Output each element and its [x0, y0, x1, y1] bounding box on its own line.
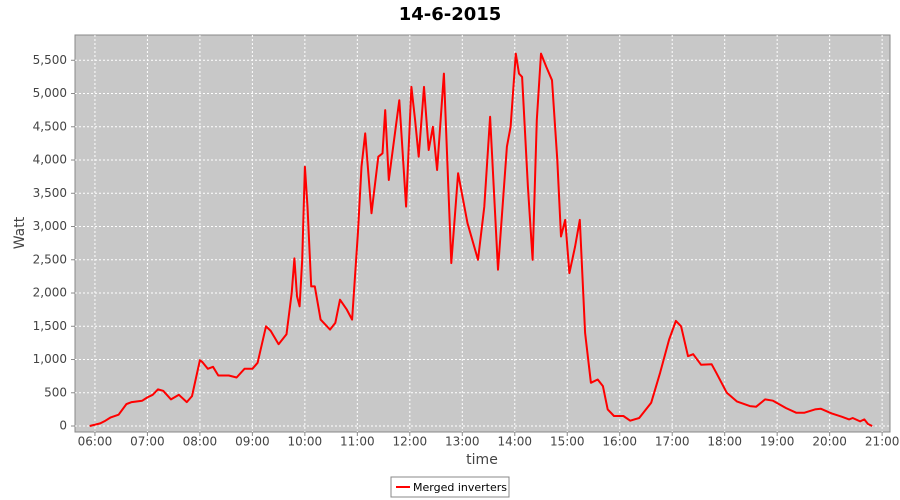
x-tick-label: 06:00 — [78, 435, 113, 449]
y-tick-label: 4,000 — [33, 153, 67, 167]
x-tick-label: 11:00 — [340, 435, 375, 449]
x-tick-label: 10:00 — [288, 435, 323, 449]
y-tick-label: 500 — [44, 385, 67, 399]
y-tick-label: 3,000 — [33, 219, 67, 233]
legend-label: Merged inverters — [413, 481, 507, 494]
y-tick-label: 5,000 — [33, 86, 67, 100]
y-tick-label: 5,500 — [33, 53, 67, 67]
legend: Merged inverters — [390, 476, 510, 498]
x-tick-label: 13:00 — [445, 435, 480, 449]
x-tick-label: 21:00 — [865, 435, 900, 449]
legend-box — [390, 476, 510, 498]
y-tick-label: 2,000 — [33, 286, 67, 300]
x-tick-label: 18:00 — [707, 435, 742, 449]
y-tick-label: 2,500 — [33, 252, 67, 266]
data-line — [89, 52, 873, 427]
y-tick-label: 1,500 — [33, 319, 67, 333]
x-tick-label: 17:00 — [655, 435, 690, 449]
y-tick-label: 0 — [59, 419, 67, 433]
x-tick-label: 20:00 — [812, 435, 847, 449]
x-axis-label: time — [466, 452, 498, 468]
y-tick-label: 1,000 — [33, 352, 67, 366]
y-axis-label: Watt — [12, 216, 28, 249]
x-tick-label: 12:00 — [393, 435, 428, 449]
y-tick-label: 3,500 — [33, 186, 67, 200]
x-tick-label: 15:00 — [550, 435, 585, 449]
y-tick-label: 4,500 — [33, 119, 67, 133]
x-tick-label: 07:00 — [130, 435, 165, 449]
chart-title: 14-6-2015 — [399, 4, 502, 25]
plot-area — [74, 34, 891, 433]
x-tick-label: 08:00 — [183, 435, 218, 449]
x-tick-label: 19:00 — [760, 435, 795, 449]
x-tick-label: 16:00 — [602, 435, 637, 449]
x-tick-label: 09:00 — [235, 435, 270, 449]
x-tick-label: 14:00 — [497, 435, 532, 449]
